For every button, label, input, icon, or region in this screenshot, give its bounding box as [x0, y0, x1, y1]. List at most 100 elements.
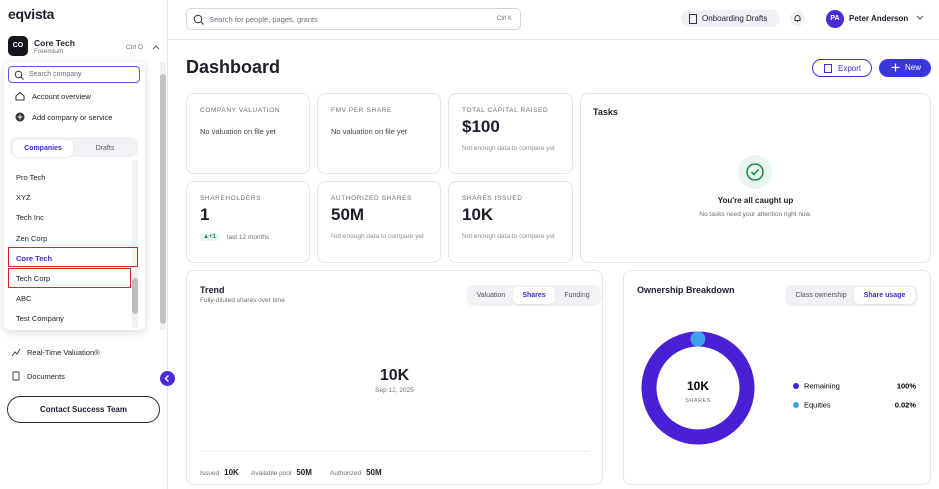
company-item[interactable]: Test Company	[16, 314, 64, 324]
home-icon	[15, 91, 25, 101]
tasks-card: Tasks You're all caught up No tasks need…	[580, 93, 931, 263]
trend-subtitle: Fully-diluted shares over time	[200, 297, 285, 304]
company-item[interactable]: XYZ	[16, 193, 31, 203]
company-item[interactable]: Tech Inc	[16, 213, 44, 223]
tab[interactable]: Funding	[564, 292, 590, 299]
ownership-title: Ownership Breakdown	[637, 285, 735, 295]
company-item[interactable]: Zen Corp	[16, 233, 48, 243]
tab[interactable]: Valuation	[476, 292, 506, 299]
shortcut: Ctrl O	[126, 44, 143, 51]
chevron-down[interactable]	[916, 15, 924, 21]
footer-stat: Authorized 50M	[330, 462, 382, 480]
trend-title: Trend	[200, 285, 225, 295]
menu-item[interactable]: Account overview	[32, 92, 91, 101]
menu-item[interactable]: Add company or service	[32, 113, 113, 122]
company-item[interactable]: Tech Corp	[16, 274, 51, 283]
stat-value: 50M	[331, 205, 365, 224]
add-icon	[15, 112, 25, 122]
tab[interactable]: Shares	[513, 287, 555, 304]
company-search[interactable]: Search company	[8, 66, 140, 83]
check-icon	[738, 155, 772, 189]
collapse-button[interactable]	[160, 371, 175, 386]
new-button[interactable]: New	[879, 59, 931, 77]
global-search[interactable]: Search for people, pages, grants Ctrl K	[186, 8, 521, 30]
footer-value: 50M	[296, 468, 312, 477]
stat-value: 1	[200, 205, 210, 224]
company-plan: Freemium	[34, 48, 64, 55]
stat-card: SHAREHOLDERS 1 ▲+1 last 12 months	[186, 181, 310, 263]
donut-center-value: 10K	[687, 379, 709, 393]
footer-label: Available pool	[251, 470, 292, 477]
contact-button[interactable]: Contact Success Team	[7, 396, 160, 423]
stat-note: Not enough data to compare yet	[462, 145, 555, 152]
stat-badge: ▲+1	[200, 233, 219, 241]
legend-dot	[793, 402, 799, 408]
trend-date: Sep 12, 2025	[375, 387, 414, 394]
company-item[interactable]: Pro Tech	[16, 173, 46, 182]
tasks-text: No tasks need your attention right now.	[699, 211, 812, 218]
scroll-track	[160, 62, 166, 330]
stat-label: COMPANY VALUATION	[200, 107, 281, 114]
placeholder: Search for people, pages, grants	[209, 15, 318, 24]
company-name[interactable]: Core Tech	[34, 38, 75, 48]
tab[interactable]: Companies	[13, 140, 73, 157]
onboarding-label: Onboarding Drafts	[702, 14, 768, 23]
user-name[interactable]: Peter Anderson	[849, 14, 909, 23]
export-button[interactable]: Export	[812, 59, 872, 77]
doc-icon	[12, 371, 20, 381]
chart-icon	[11, 348, 21, 357]
brand: eqvista	[8, 6, 55, 22]
company-item[interactable]: ABC	[16, 294, 32, 304]
stat-note: No valuation on file yet	[200, 127, 276, 136]
stat-card: FMV PER SHARE No valuation on file yet	[317, 93, 441, 174]
footer-stat: Available pool 50M	[251, 462, 312, 480]
shortcut: Ctrl K	[497, 16, 512, 22]
footer-value: 10K	[224, 468, 239, 477]
legend-label: Remaining	[804, 382, 840, 391]
divider	[200, 451, 590, 452]
stat-card: COMPANY VALUATION No valuation on file ye…	[186, 93, 310, 174]
ownership-tabs: Class ownership Share usage	[785, 285, 918, 306]
donut-segment	[641, 331, 755, 445]
stat-card: SHARES ISSUED 10K Not enough data to compa…	[448, 181, 573, 263]
tab[interactable]: Drafts	[95, 145, 115, 152]
stat-label: SHARES ISSUED	[462, 195, 523, 202]
stat-label: SHAREHOLDERS	[200, 195, 262, 202]
tasks-heading: You're all caught up	[717, 196, 794, 205]
onboarding-button[interactable]: Onboarding Drafts	[681, 10, 780, 27]
chevron-up[interactable]	[152, 44, 160, 50]
trend-value: 10K	[379, 367, 410, 384]
stat-label: FMV PER SHARE	[331, 107, 392, 114]
tab[interactable]: Class ownership	[795, 292, 847, 299]
nav-item[interactable]: Real-Time Valuation®	[27, 348, 100, 357]
sidebar	[0, 0, 168, 489]
company-item[interactable]: Core Tech	[16, 253, 53, 263]
legend-dot	[793, 383, 799, 389]
footer-label: Authorized	[330, 470, 362, 477]
trend-card: Trend Fully-diluted shares over time Val…	[186, 270, 603, 485]
highlight-box	[8, 247, 138, 267]
company-avatar: CO	[8, 36, 28, 56]
user-avatar[interactable]: PA	[826, 10, 844, 28]
footer-value: 50M	[366, 468, 382, 477]
topbar-border	[168, 39, 939, 40]
list-scroll	[132, 160, 138, 328]
page-title: Dashboard	[186, 57, 281, 77]
donut-center-label: SHARES	[685, 398, 711, 404]
donut-chart: 10K SHARES Remaining 100% Equities 0.02%	[641, 331, 917, 445]
stat-label: TOTAL CAPITAL RAISED	[462, 107, 549, 114]
export-label: Export	[838, 64, 862, 73]
ownership-card: Ownership Breakdown Class ownership Share…	[623, 270, 931, 485]
trend-tabs: Valuation Shares Funding	[467, 285, 601, 306]
tab[interactable]: Share usage	[854, 287, 915, 304]
placeholder: Search company	[29, 71, 82, 78]
legend-label: Equities	[804, 401, 831, 410]
nav-item[interactable]: Documents	[27, 372, 65, 381]
stat-label: AUTHORIZED SHARES	[331, 195, 412, 202]
stat-card: TOTAL CAPITAL RAISED $100 Not enough data …	[448, 93, 573, 174]
stat-note: Not enough data to compare yet	[331, 233, 424, 240]
bell[interactable]	[790, 11, 805, 26]
new-label: New	[905, 63, 922, 72]
legend-value: 0.02%	[895, 401, 917, 410]
footer-stat: Issued 10K	[200, 462, 239, 480]
